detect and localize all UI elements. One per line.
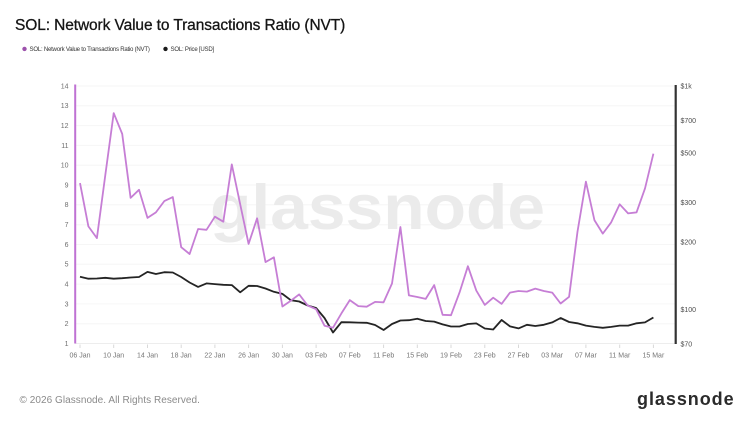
svg-text:6: 6 [65,242,69,249]
svg-text:14: 14 [61,83,69,90]
svg-text:$300: $300 [681,200,697,207]
svg-text:© 2026 Glassnode. All Rights R: © 2026 Glassnode. All Rights Reserved. [20,395,200,406]
svg-text:15 Mar: 15 Mar [643,353,665,360]
svg-text:4: 4 [65,282,69,289]
svg-text:13: 13 [61,103,69,110]
svg-text:14 Jan: 14 Jan [137,353,158,360]
svg-text:15 Feb: 15 Feb [406,353,428,360]
svg-text:06 Jan: 06 Jan [69,353,90,360]
svg-text:glassnode: glassnode [210,173,545,243]
svg-text:22 Jan: 22 Jan [204,353,225,360]
svg-text:11 Feb: 11 Feb [373,353,394,360]
svg-text:2: 2 [65,321,69,328]
svg-text:glassnode: glassnode [637,389,735,409]
svg-text:03 Mar: 03 Mar [541,353,563,360]
svg-text:$70: $70 [681,341,693,348]
svg-text:9: 9 [65,182,69,189]
svg-text:SOL: Network Value to Transact: SOL: Network Value to Transactions Ratio… [30,46,150,53]
svg-text:18 Jan: 18 Jan [171,353,192,360]
svg-text:$700: $700 [681,118,697,125]
svg-text:11: 11 [61,143,68,150]
svg-text:10: 10 [61,163,69,170]
svg-text:$1k: $1k [681,83,693,90]
svg-text:SOL: Price [USD]: SOL: Price [USD] [171,46,215,53]
svg-text:11 Mar: 11 Mar [609,353,631,360]
svg-text:8: 8 [65,202,69,209]
svg-text:$200: $200 [681,240,697,247]
svg-text:$100: $100 [681,307,697,314]
svg-text:10 Jan: 10 Jan [103,353,124,360]
svg-text:19 Feb: 19 Feb [440,353,462,360]
svg-text:12: 12 [61,123,69,130]
svg-text:3: 3 [65,301,69,308]
svg-text:07 Mar: 07 Mar [575,353,597,360]
svg-text:7: 7 [65,222,69,229]
svg-text:1: 1 [65,341,69,348]
svg-text:$500: $500 [681,151,697,158]
svg-text:27 Feb: 27 Feb [508,353,530,360]
svg-text:SOL: Network Value to Transact: SOL: Network Value to Transactions Ratio… [15,17,345,34]
svg-text:03 Feb: 03 Feb [305,353,327,360]
svg-text:23 Feb: 23 Feb [474,353,496,360]
svg-text:5: 5 [65,262,69,269]
svg-text:07 Feb: 07 Feb [339,353,361,360]
svg-text:30 Jan: 30 Jan [272,353,293,360]
svg-text:26 Jan: 26 Jan [238,353,259,360]
